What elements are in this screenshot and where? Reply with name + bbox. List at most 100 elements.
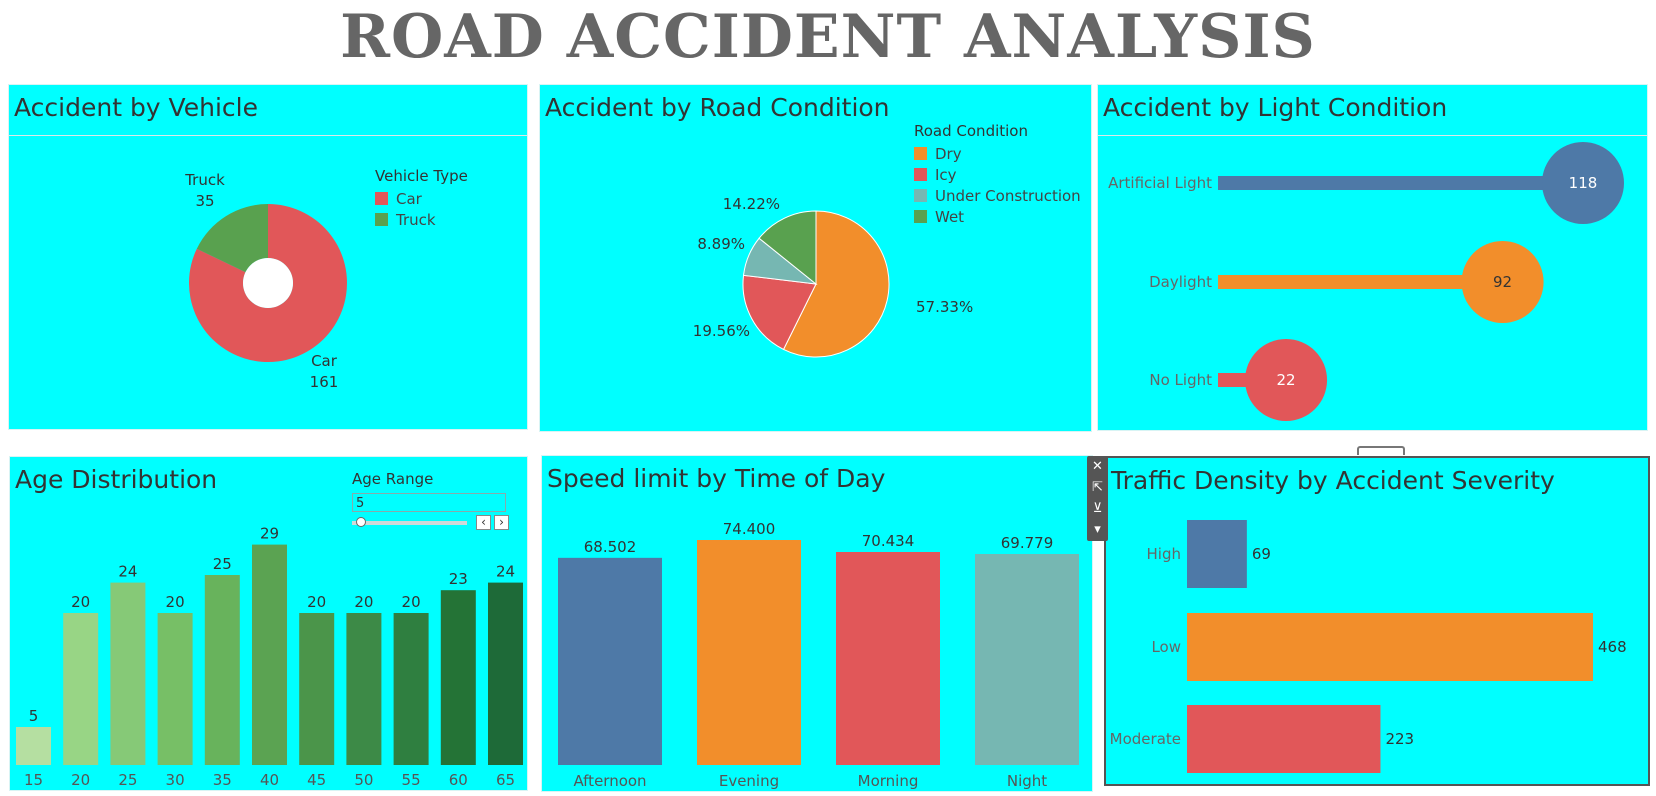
tick-label-age-55: 55 [402,771,421,789]
bar-afternoon[interactable] [558,557,662,765]
bar-age-65[interactable] [488,582,523,765]
close-icon[interactable]: ✕ [1092,459,1103,474]
value-label-age-40: 29 [260,525,279,543]
lollipop-dot-daylight[interactable] [1461,241,1544,323]
legend-item-wet[interactable]: Wet [914,206,1081,227]
traffic-title: Traffic Density by Accident Severity [1111,466,1555,495]
bar-age-30[interactable] [157,613,193,765]
value-label-age-65: 24 [496,563,515,581]
bar-age-50[interactable] [346,613,382,765]
bar-age-45[interactable] [299,613,335,765]
slice-dry[interactable] [782,210,890,358]
road-pie-chart[interactable]: 57.33% 19.56% 8.89% 14.22% [540,85,1093,433]
value-label-high: 69 [1252,545,1271,563]
slice-truck[interactable] [196,204,268,273]
vehicle-title: Accident by Vehicle [14,93,258,122]
light-panel: Accident by Light Condition Artificial L… [1097,84,1648,431]
age-panel: Age Distribution Age Range 5 ‹ › 5 15 20 20… [9,456,528,791]
value-label-evening: 74.400 [723,520,776,538]
bar-low[interactable] [1187,613,1593,681]
traffic-panel[interactable]: Traffic Density by Accident Severity Hig… [1104,456,1650,786]
tick-label-age-65: 65 [496,771,515,789]
light-lollipop-chart[interactable]: Artificial Light 118 Daylight 92 No Light 22 [1098,85,1649,432]
vehicle-legend-title: Vehicle Type [375,167,468,185]
legend-item-truck[interactable]: Truck [375,209,468,230]
traffic-bar-chart[interactable]: High 69 Low 468 Moderate 223 [1106,458,1652,788]
road-panel: Accident by Road Condition 57.33% 19.56% 8… [539,84,1092,432]
lollipop-dot-artificial-light[interactable] [1542,142,1624,224]
lollipop-dot-no-light[interactable] [1245,339,1328,421]
bar-age-20[interactable] [63,613,99,765]
category-label-moderate: Moderate [1110,730,1181,748]
bar-evening[interactable] [697,540,801,765]
value-label-afternoon: 68.502 [584,538,637,556]
more-icon[interactable]: ▾ [1094,522,1101,537]
legend-swatch [914,210,927,223]
bar-high[interactable] [1187,520,1247,588]
panel-toolbar: ✕ ⇱ ⊻ ▾ [1087,456,1108,541]
bar-night[interactable] [975,553,1079,765]
chevron-right-icon[interactable]: › [494,515,509,530]
lollipop-bar-artificial-light[interactable] [1218,176,1583,190]
filter-icon[interactable]: ⊻ [1092,501,1103,516]
category-label-low: Low [1151,638,1181,656]
value-label-low: 468 [1598,638,1627,656]
value-label-age-25: 24 [118,563,137,581]
bar-age-40[interactable] [252,544,287,765]
legend-swatch [914,168,927,181]
legend-item-under-construction[interactable]: Under Construction [914,185,1081,206]
bar-age-35[interactable] [204,575,240,765]
value-label-age-35: 25 [213,555,232,573]
tick-label-age-60: 60 [449,771,468,789]
slice-value-truck: 35 [195,192,214,210]
tick-label-age-20: 20 [71,771,90,789]
legend-item-dry[interactable]: Dry [914,143,1081,164]
slice-car[interactable] [189,204,348,362]
value-label-age-15: 5 [29,707,39,725]
legend-item-car[interactable]: Car [375,188,468,209]
popout-icon[interactable]: ⇱ [1092,480,1103,495]
tick-label-age-15: 15 [24,771,43,789]
age-range-label: Age Range [352,470,434,488]
age-title: Age Distribution [15,465,218,494]
category-label-artificial-light: Artificial Light [1108,174,1212,192]
vehicle-donut-chart[interactable]: Car 161 Truck 35 [9,85,529,431]
legend-swatch [914,189,927,202]
vehicle-panel: Accident by Vehicle Car 161 Truck 35 Vehicl… [8,84,528,430]
value-label-age-20: 20 [71,593,90,611]
light-title: Accident by Light Condition [1103,93,1448,122]
dashboard-title: ROAD ACCIDENT ANALYSIS [340,2,1316,72]
slice-label-under-construction: 8.89% [697,235,745,253]
tick-label-morning: Morning [858,772,919,790]
age-range-input[interactable]: 5 [352,493,506,512]
speed-title: Speed limit by Time of Day [547,464,886,493]
value-label-morning: 70.434 [862,532,915,550]
bar-age-15[interactable] [16,727,51,765]
category-label-high: High [1147,545,1181,563]
value-label-age-50: 20 [354,593,373,611]
resize-grip[interactable] [1357,446,1405,455]
bar-age-60[interactable] [440,590,476,765]
slice-label-wet: 14.22% [723,195,780,213]
bar-moderate[interactable] [1187,705,1381,773]
donut-hole[interactable] [243,258,293,308]
speed-panel: Speed limit by Time of Day 68.502 Afterno… [541,455,1093,792]
slider-handle[interactable] [356,516,366,527]
slice-icy[interactable] [742,274,817,351]
age-range-slider[interactable] [352,516,467,527]
road-title: Accident by Road Condition [545,93,890,122]
speed-bar-chart[interactable]: 68.502 Afternoon 74.400 Evening 70.434 Mornin… [542,456,1094,793]
slice-label-dry: 57.33% [916,298,973,316]
lollipop-bar-daylight[interactable] [1218,275,1503,289]
value-label-daylight: 92 [1493,273,1512,291]
bar-morning[interactable] [836,551,940,765]
bar-age-55[interactable] [393,613,429,765]
value-label-night: 69.779 [1001,534,1054,552]
slice-value-car: 161 [310,373,339,391]
value-label-age-55: 20 [402,593,421,611]
slice-wet[interactable] [758,210,817,286]
age-bar-chart[interactable]: 5 15 20 20 24 25 20 30 25 35 29 40 20 45 20 50 20 55 23 60 2… [10,457,529,792]
bar-age-25[interactable] [110,582,146,765]
chevron-left-icon[interactable]: ‹ [476,515,491,530]
legend-item-icy[interactable]: Icy [914,164,1081,185]
